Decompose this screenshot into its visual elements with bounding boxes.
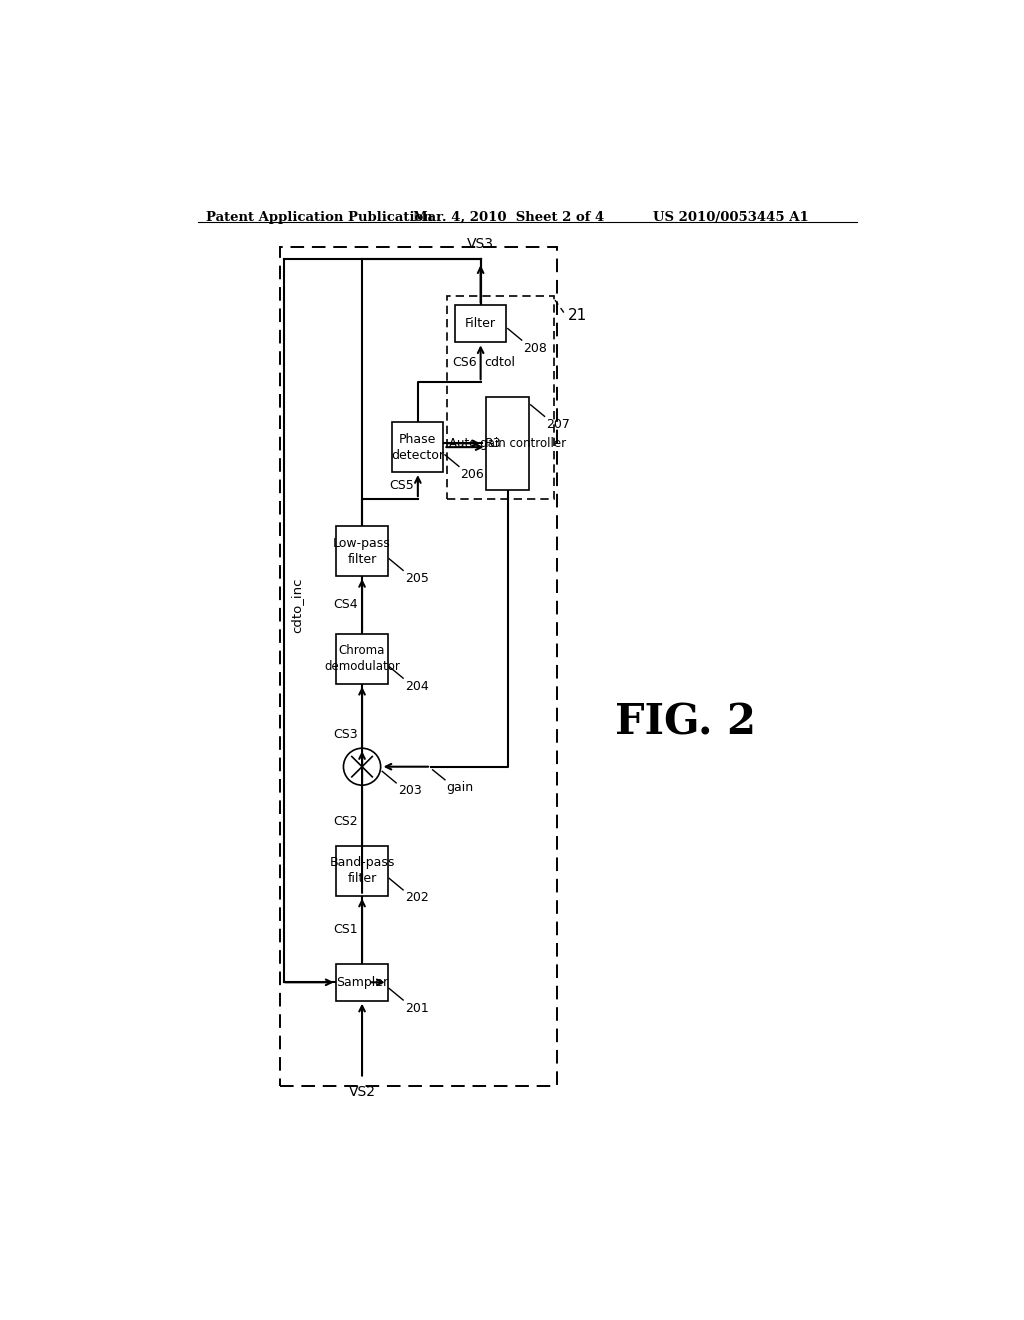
Text: 205: 205 — [404, 572, 429, 585]
Circle shape — [343, 748, 381, 785]
Bar — [486, 397, 529, 490]
Bar — [392, 422, 443, 473]
Text: R3: R3 — [484, 437, 501, 450]
Text: 21: 21 — [567, 308, 587, 323]
Text: Chroma
demodulator: Chroma demodulator — [325, 644, 400, 673]
Bar — [280, 247, 557, 1086]
Text: VS2: VS2 — [348, 1085, 376, 1100]
Text: 206: 206 — [461, 469, 484, 480]
Text: Low-pass
filter: Low-pass filter — [333, 537, 391, 565]
Text: 202: 202 — [404, 891, 428, 904]
Text: Sampler: Sampler — [336, 975, 388, 989]
Text: FIG. 2: FIG. 2 — [614, 701, 756, 743]
Text: US 2010/0053445 A1: US 2010/0053445 A1 — [653, 211, 809, 224]
Text: gain: gain — [446, 781, 474, 795]
Text: CS4: CS4 — [334, 598, 358, 611]
Text: Phase
detector: Phase detector — [391, 433, 444, 462]
Text: CS1: CS1 — [334, 923, 358, 936]
Text: cdto_inc: cdto_inc — [291, 577, 304, 632]
Text: CS2: CS2 — [334, 816, 358, 829]
Text: CS5: CS5 — [389, 479, 414, 492]
Text: CS3: CS3 — [334, 729, 358, 741]
Bar — [447, 296, 554, 499]
Text: Patent Application Publication: Patent Application Publication — [206, 211, 432, 224]
Bar — [337, 964, 388, 1001]
Text: 207: 207 — [546, 418, 570, 430]
Text: Filter: Filter — [465, 317, 496, 330]
Text: cdtol: cdtol — [484, 356, 515, 368]
Bar — [337, 527, 388, 576]
Text: 204: 204 — [404, 680, 428, 693]
Text: Mar. 4, 2010  Sheet 2 of 4: Mar. 4, 2010 Sheet 2 of 4 — [414, 211, 604, 224]
Text: 208: 208 — [523, 342, 547, 355]
Text: VS3: VS3 — [467, 236, 495, 251]
Text: 201: 201 — [404, 1002, 428, 1015]
Text: Auto gain controller: Auto gain controller — [450, 437, 566, 450]
Bar — [455, 305, 506, 342]
Bar — [337, 634, 388, 684]
Text: Band-pass
filter: Band-pass filter — [330, 857, 394, 886]
Bar — [337, 846, 388, 896]
Text: 203: 203 — [397, 784, 422, 797]
Text: CS6: CS6 — [453, 356, 477, 368]
